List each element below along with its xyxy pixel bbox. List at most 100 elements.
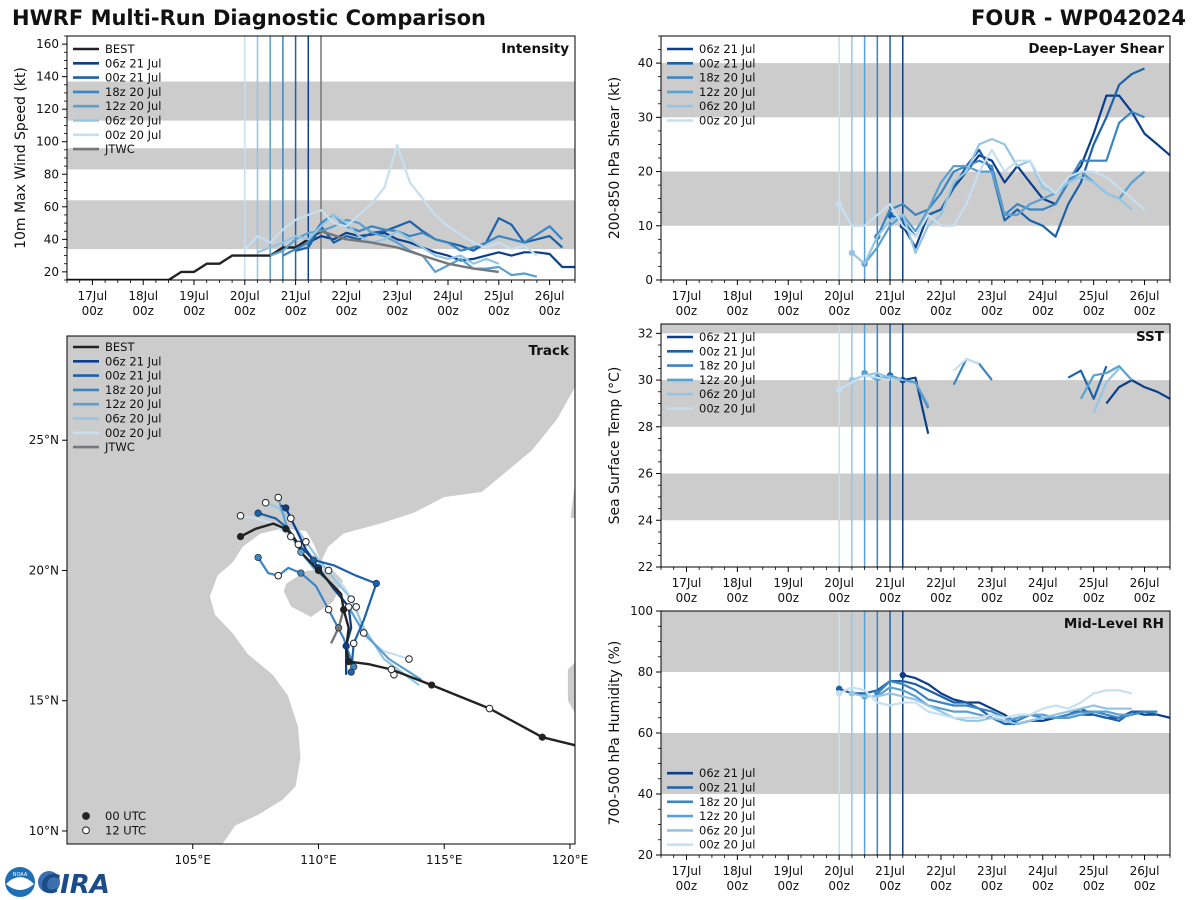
- intensity-ylabel: 10m Max Wind Speed (kt): [13, 67, 29, 249]
- track-point-12utc-00z-20-jul: [352, 603, 361, 611]
- track-line-00z-21-jul: [257, 512, 378, 673]
- shear-xtick-label: 19Jul: [773, 289, 803, 303]
- rh-series-06z-20-jul: [851, 692, 1132, 726]
- sst-ytick-label: 22: [638, 560, 653, 574]
- sst-series-12z-20-jul: [864, 372, 930, 407]
- track-point-12utc-00z-20-jul: [405, 655, 413, 663]
- shear-legend-label: 06z 20 Jul: [699, 99, 756, 113]
- rh-ytick-label: 60: [638, 726, 653, 740]
- intensity-series-jtwc: [320, 230, 499, 274]
- track-point-00utc-00z-21-jul: [372, 579, 380, 588]
- sst-ytick-label: 30: [638, 373, 653, 387]
- rh-xtick-label: 18Jul: [722, 864, 752, 878]
- rh-legend-label: 18z 20 Jul: [699, 795, 756, 809]
- shear-xtick-label: 18Jul: [722, 289, 752, 303]
- shear-ytick-label: 20: [638, 165, 653, 179]
- track-lat-label: 15°N: [29, 694, 59, 708]
- sst-xtick-label: 22Jul: [926, 576, 956, 590]
- track-marker-legend-symbol: [82, 826, 90, 835]
- sst-plot-area: [661, 324, 1170, 567]
- rh-plot-area: [661, 611, 1170, 855]
- shear-xtick-label: 17Jul: [672, 289, 702, 303]
- shear-xtick-label: 00z: [1134, 304, 1156, 318]
- sst-xtick-label: 17Jul: [672, 576, 702, 590]
- shear-xtick-label: 22Jul: [926, 289, 956, 303]
- track-point-12utc-06z-21-jul: [287, 514, 295, 523]
- shear-xtick-label: 26Jul: [1130, 289, 1160, 303]
- rh-xtick-label: 00z: [676, 879, 698, 893]
- sst-legend-label: 06z 20 Jul: [699, 387, 756, 401]
- track-point-12utc-12z-20-jul: [274, 493, 283, 502]
- rh-init-point-00z-21-jul: [835, 685, 843, 692]
- intensity-xtick-label: 00z: [437, 304, 459, 318]
- track-point-12utc-best: [485, 704, 494, 713]
- track-point-00utc-best: [314, 566, 323, 575]
- storm-id-title: FOUR - WP042024: [971, 6, 1186, 30]
- cira-logo: NOAA CIRA: [5, 867, 110, 900]
- shear-xtick-label: 00z: [930, 304, 952, 318]
- shear-band-1: [661, 63, 1170, 118]
- intensity-legend-label: BEST: [105, 42, 135, 56]
- sst-legend-label: 00z 20 Jul: [699, 402, 756, 416]
- intensity-xtick-label: 18Jul: [128, 289, 158, 303]
- track-legend-label: 18z 20 Jul: [105, 383, 162, 397]
- shear-xtick-label: 23Jul: [977, 289, 1007, 303]
- rh-xtick-label: 00z: [930, 879, 952, 893]
- figure-title: HWRF Multi-Run Diagnostic Comparison: [12, 6, 487, 30]
- shear-xtick-label: 21Jul: [875, 289, 905, 303]
- intensity-xtick-label: 20Jul: [230, 289, 260, 303]
- track-lon-label: 115°E: [426, 853, 463, 867]
- intensity-ytick-label: 20: [44, 265, 59, 279]
- land-polygon-2: [569, 439, 575, 519]
- track-point-12utc-00z-21-jul: [349, 639, 358, 648]
- intensity-xtick-label: 00z: [183, 304, 205, 318]
- shear-plot-area: [661, 36, 1170, 280]
- intensity-panel: 2040608010012014016017Jul00z18Jul00z19Ju…: [13, 35, 576, 318]
- rh-xtick-label: 24Jul: [1028, 864, 1058, 878]
- intensity-ytick-label: 60: [44, 200, 59, 214]
- track-title: Track: [529, 343, 570, 359]
- intensity-xtick-label: 17Jul: [78, 289, 108, 303]
- sst-series-06z-21-jul-seg2: [1105, 379, 1170, 405]
- land-polygon-0: [67, 336, 575, 844]
- shear-xtick-label: 00z: [1083, 304, 1105, 318]
- track-marker-legend-label: 12 UTC: [105, 823, 146, 837]
- sst-xtick-label: 00z: [1134, 591, 1156, 605]
- sst-series-06z-21-jul: [902, 376, 930, 435]
- intensity-legend-label: JTWC: [104, 142, 135, 156]
- intensity-ytick-label: 100: [36, 135, 59, 149]
- intensity-series-00z-20-jul: [244, 143, 538, 257]
- cira-logo-text: CIRA: [41, 870, 110, 900]
- rh-init-point-00z-20-jul: [835, 690, 843, 697]
- track-lon-label: 120°E: [552, 853, 589, 867]
- shear-xtick-label: 00z: [981, 304, 1003, 318]
- rh-xtick-label: 00z: [1083, 879, 1105, 893]
- shear-xtick-label: 25Jul: [1079, 289, 1109, 303]
- rh-xtick-label: 22Jul: [926, 864, 956, 878]
- rh-series-18z-20-jul: [876, 679, 1158, 722]
- track-lat-label: 20°N: [29, 563, 59, 577]
- track-point-00utc-18z-20-jul: [254, 553, 262, 562]
- track-marker-legend-label: 00 UTC: [105, 809, 146, 823]
- rh-legend-label: 12z 20 Jul: [699, 809, 756, 823]
- intensity-xtick-label: 00z: [285, 304, 307, 318]
- sst-band-2: [661, 324, 1170, 334]
- sst-xtick-label: 00z: [727, 591, 749, 605]
- rh-xtick-label: 17Jul: [672, 864, 702, 878]
- sst-init-point-00z-20-jul: [835, 386, 843, 393]
- intensity-xtick-label: 21Jul: [281, 289, 311, 303]
- rh-legend-label: 00z 21 Jul: [699, 781, 756, 795]
- track-map-area: [67, 336, 575, 844]
- shear-ylabel: 200-850 hPa Shear (kt): [607, 77, 623, 239]
- sst-xtick-label: 18Jul: [722, 576, 752, 590]
- intensity-legend-label: 06z 21 Jul: [105, 56, 162, 70]
- sst-legend-label: 06z 21 Jul: [699, 330, 756, 344]
- intensity-xtick-label: 19Jul: [179, 289, 209, 303]
- rh-series-00z-20-jul: [838, 686, 1133, 719]
- track-point-00utc-00z-21-jul: [309, 556, 318, 564]
- intensity-xtick-label: 26Jul: [535, 289, 565, 303]
- intensity-legend-label: 12z 20 Jul: [105, 99, 162, 113]
- shear-series-00z-21-jul: [889, 67, 1145, 238]
- shear-band-0: [661, 171, 1170, 226]
- shear-panel: 01020304017Jul00z18Jul00z19Jul00z20Jul00…: [607, 35, 1171, 318]
